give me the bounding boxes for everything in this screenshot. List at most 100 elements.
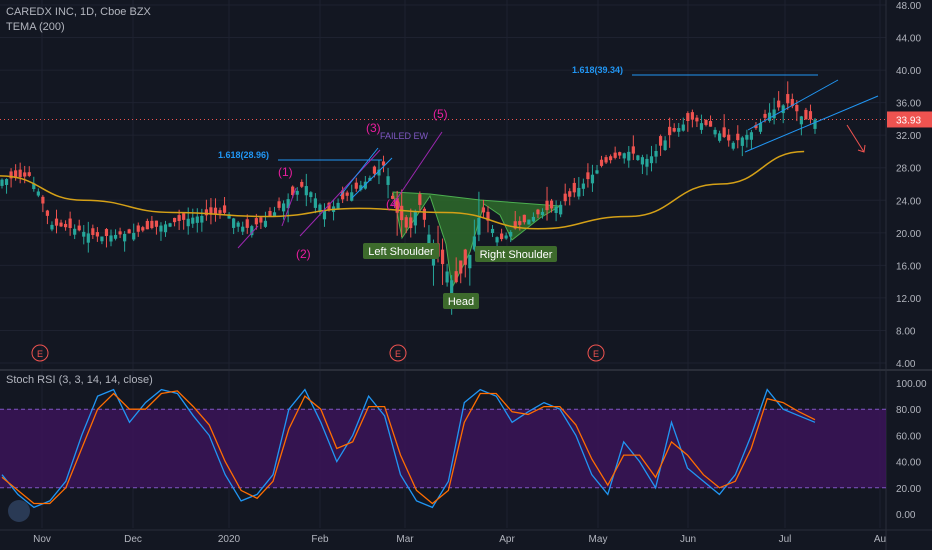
candle-body	[704, 119, 708, 125]
candle-body	[727, 134, 731, 141]
candle-body	[18, 169, 22, 178]
candle-body	[318, 204, 322, 212]
candle-body	[104, 229, 109, 236]
candle-body	[590, 174, 595, 184]
candle-body	[41, 196, 45, 204]
head-shoulders-pattern	[392, 191, 562, 290]
channel-line	[339, 147, 379, 197]
candle-body	[177, 215, 181, 222]
candle-body	[486, 211, 490, 221]
time-tick-label: Feb	[311, 534, 329, 545]
candle-body	[245, 219, 249, 228]
candle-body	[150, 220, 154, 229]
candle-body	[559, 204, 563, 215]
candle-body	[300, 181, 304, 187]
candle-body	[141, 227, 145, 231]
candle-body	[718, 133, 722, 141]
candle-body	[740, 137, 744, 146]
candle-body	[658, 136, 663, 146]
candle-body	[427, 234, 431, 247]
candle-body	[649, 156, 654, 164]
candle-body	[386, 176, 390, 185]
wave-label-3: (3)	[366, 121, 381, 135]
candle-body	[341, 190, 345, 200]
price-tick-label: 28.00	[896, 164, 921, 175]
candle-body	[636, 155, 640, 161]
channel-lower	[744, 95, 879, 153]
candle-body	[472, 236, 476, 250]
candle-body	[767, 112, 772, 121]
candle-body	[109, 235, 113, 242]
candle-body	[554, 206, 558, 213]
earnings-icon	[31, 344, 49, 362]
candle-body	[9, 171, 13, 179]
candle-body	[241, 226, 245, 232]
candle-body	[731, 142, 735, 149]
candle-body	[404, 217, 408, 228]
candle-body	[172, 217, 177, 223]
right-shoulder-label: Right Shoulder	[480, 249, 553, 261]
time-tick-label: May	[589, 534, 608, 545]
wave-line	[237, 225, 259, 249]
stoch-tick-label: 0.00	[896, 510, 916, 521]
candle-body	[136, 225, 140, 232]
price-tick-label: 4.00	[896, 359, 916, 370]
candle-body	[168, 223, 172, 227]
candle-body	[381, 161, 386, 166]
candle-body	[477, 217, 481, 235]
candle-body	[549, 200, 554, 209]
candle-body	[345, 192, 349, 196]
candle-body	[154, 220, 159, 227]
candle-body	[277, 201, 281, 208]
candle-body	[513, 221, 517, 229]
candle-body	[749, 132, 754, 140]
channel-line	[351, 157, 393, 199]
candle-body	[59, 222, 63, 227]
candle-body	[159, 225, 163, 232]
tradingview-logo[interactable]	[8, 500, 30, 522]
wave-label-4: (4)	[386, 197, 401, 211]
wave-line	[281, 187, 297, 227]
candle-body	[327, 202, 331, 210]
tema-legend: TEMA (200)	[6, 21, 65, 33]
channel-upper	[747, 79, 839, 131]
left-shoulder-label: Left Shoulder	[368, 246, 434, 258]
candle-body	[500, 233, 504, 240]
candle-body	[459, 260, 463, 274]
head-label-bg	[443, 293, 479, 309]
candle-body	[527, 219, 531, 225]
candle-body	[23, 172, 27, 177]
candle-body	[713, 129, 717, 135]
candle-body	[14, 170, 18, 178]
candle-body	[204, 209, 208, 216]
time-tick-label: Apr	[499, 534, 515, 545]
candle-body	[354, 182, 358, 189]
candle-body	[518, 221, 522, 225]
candle-body	[609, 156, 613, 161]
candle-body	[32, 183, 36, 190]
candle-body	[91, 228, 95, 235]
stoch-d-line	[1, 390, 816, 505]
candle-body	[799, 116, 803, 125]
tema-line	[0, 150, 805, 230]
candle-body	[36, 191, 40, 196]
time-tick-label: Jul	[779, 534, 792, 545]
failed-ew-label: FAILED EW	[380, 131, 429, 141]
earnings-label: E	[395, 349, 401, 359]
candle-body	[604, 157, 608, 163]
candle-body	[272, 212, 277, 217]
candle-body	[786, 94, 790, 104]
price-tick-label: 8.00	[896, 326, 916, 337]
candle-body	[599, 159, 604, 166]
last-price-label: 33.93	[896, 115, 921, 126]
candle-body	[359, 185, 363, 190]
candle-body	[27, 172, 31, 176]
price-tick-label: 36.00	[896, 99, 921, 110]
candle-body	[595, 170, 599, 174]
earnings-label: E	[593, 349, 599, 359]
candle-body	[654, 150, 658, 157]
candle-body	[218, 210, 222, 214]
candle-body	[213, 207, 218, 215]
candle-body	[250, 226, 254, 236]
